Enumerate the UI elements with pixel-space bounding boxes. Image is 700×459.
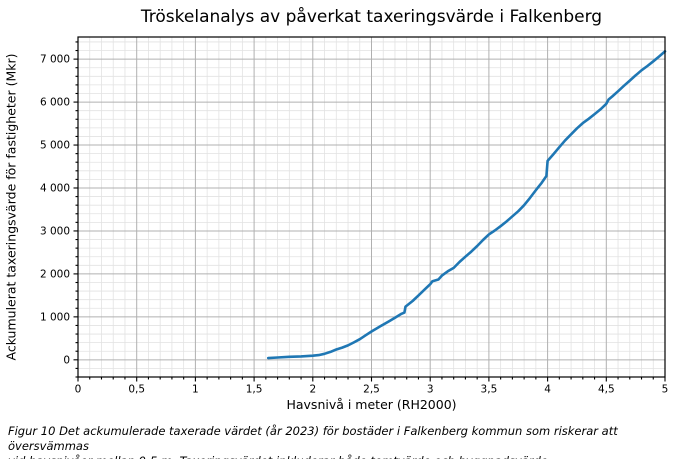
x-tick-label: 3,5 (481, 384, 498, 396)
y-tick-label: 0 (63, 354, 70, 366)
x-tick-label: 1 (192, 384, 199, 396)
x-tick-label: 2,5 (363, 384, 380, 396)
x-tick-label: 4,5 (598, 384, 615, 396)
y-tick-label: 2 000 (40, 268, 70, 280)
x-tick-label: 1,5 (246, 384, 263, 396)
y-tick-label: 4 000 (40, 182, 70, 194)
y-tick-label: 5 000 (40, 140, 70, 152)
data-line (266, 50, 667, 360)
caption-line-2: vid havsnivåer mellan 0-5 m. Taxeringsvä… (8, 454, 552, 459)
x-tick-label: 2 (309, 384, 316, 396)
y-tick-label: 6 000 (40, 97, 70, 109)
y-tick-label: 1 000 (40, 311, 70, 323)
y-tick-label: 3 000 (40, 225, 70, 237)
y-tick-labels: 0 1 000 2 000 3 000 4 000 5 000 6 000 7 000 (40, 54, 70, 367)
caption-line-1: Figur 10 Det ackumulerade taxerade värde… (8, 424, 618, 453)
x-tick-label: 4 (544, 384, 551, 396)
x-tick-label: 3 (427, 384, 434, 396)
chart-title: Tröskelanalys av påverkat taxeringsvärde… (140, 7, 603, 27)
x-tick-labels: 0 0,5 1 1,5 2 2,5 3 3,5 4 4,5 5 (75, 384, 669, 396)
x-tick-label: 5 (662, 384, 669, 396)
grid-major (77, 37, 666, 377)
x-tick-label: 0,5 (128, 384, 145, 396)
x-axis-label: Havsnivå i meter (RH2000) (286, 397, 457, 412)
x-tick-label: 0 (75, 384, 82, 396)
y-tick-label: 7 000 (40, 54, 70, 66)
y-axis-label: Ackumulerat taxeringsvärde för fastighet… (3, 53, 19, 361)
figure-caption: Figur 10 Det ackumulerade taxerade värde… (8, 424, 694, 459)
tick-marks (73, 41, 666, 382)
